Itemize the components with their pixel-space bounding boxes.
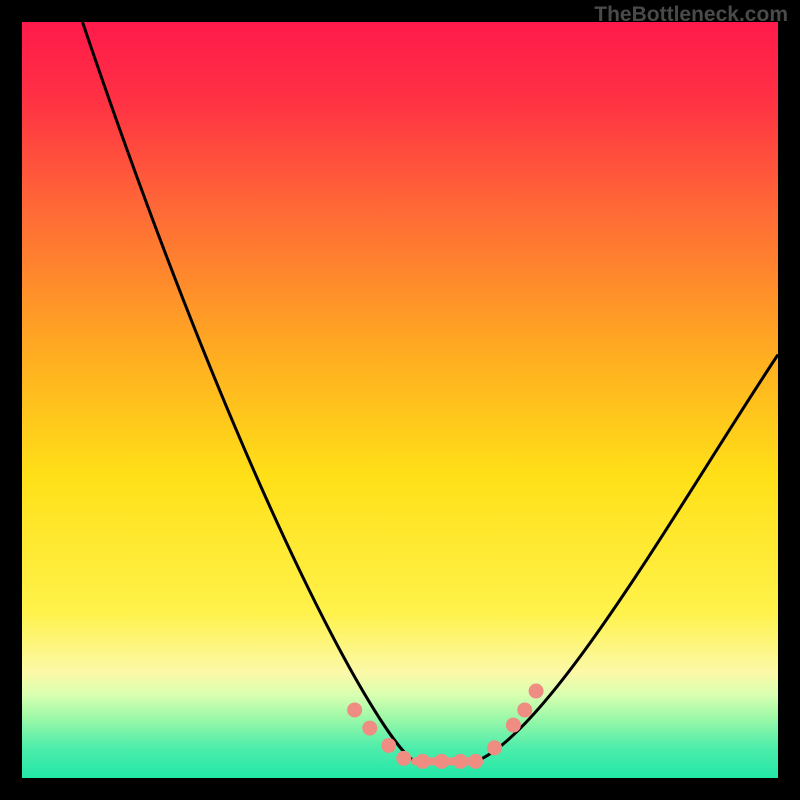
valley-marker: [529, 684, 543, 698]
valley-marker: [363, 721, 377, 735]
valley-marker: [397, 751, 411, 765]
valley-marker: [506, 718, 520, 732]
chart-container: TheBottleneck.com: [0, 0, 800, 800]
bottleneck-curve-chart: [0, 0, 800, 800]
valley-marker: [469, 754, 483, 768]
valley-marker: [453, 754, 467, 768]
valley-marker: [435, 754, 449, 768]
valley-marker: [348, 703, 362, 717]
valley-marker: [382, 738, 396, 752]
chart-background: [22, 22, 778, 778]
valley-marker: [488, 741, 502, 755]
watermark-text: TheBottleneck.com: [594, 3, 788, 27]
valley-marker: [416, 754, 430, 768]
valley-marker: [518, 703, 532, 717]
